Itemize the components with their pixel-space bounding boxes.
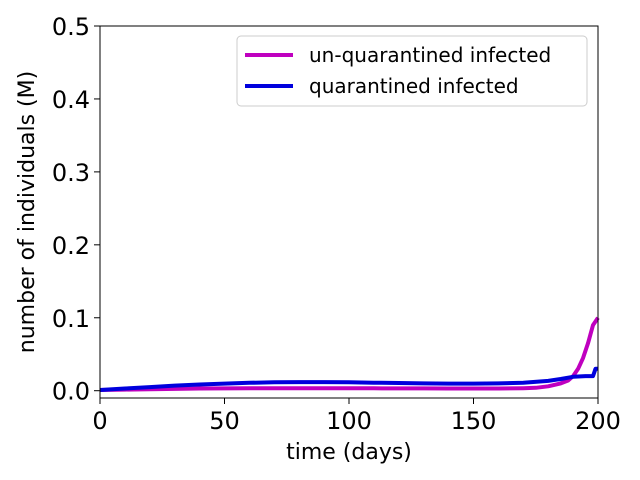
x-axis-label: time (days) xyxy=(286,440,412,465)
series-line-quarantined xyxy=(99,366,598,392)
y-tick-label: 0.2 xyxy=(52,232,90,260)
x-tick-label: 150 xyxy=(451,407,497,435)
y-axis-label: number of individuals (M) xyxy=(15,71,40,353)
x-tick-label: 100 xyxy=(326,407,372,435)
series-layer xyxy=(99,316,600,392)
legend-label-quarantined: quarantined infected xyxy=(309,74,519,98)
ticks-layer: 0 50 100 150 200 0.0 0.1 0.2 0.3 0.4 0.5 xyxy=(52,13,621,435)
y-tick-label: 0.1 xyxy=(52,305,90,333)
legend: un-quarantined infected quarantined infe… xyxy=(236,35,588,107)
x-tick-label: 0 xyxy=(92,407,107,435)
y-tick-label: 0.0 xyxy=(52,378,90,406)
series-line-un-quarantined xyxy=(99,316,600,392)
x-tick-label: 200 xyxy=(575,407,621,435)
y-tick-label: 0.5 xyxy=(52,13,90,41)
legend-label-un-quarantined: un-quarantined infected xyxy=(309,43,551,67)
x-tick-label: 50 xyxy=(209,407,240,435)
y-tick-label: 0.4 xyxy=(52,86,90,114)
y-tick-label: 0.3 xyxy=(52,159,90,187)
legend-box xyxy=(236,35,588,107)
